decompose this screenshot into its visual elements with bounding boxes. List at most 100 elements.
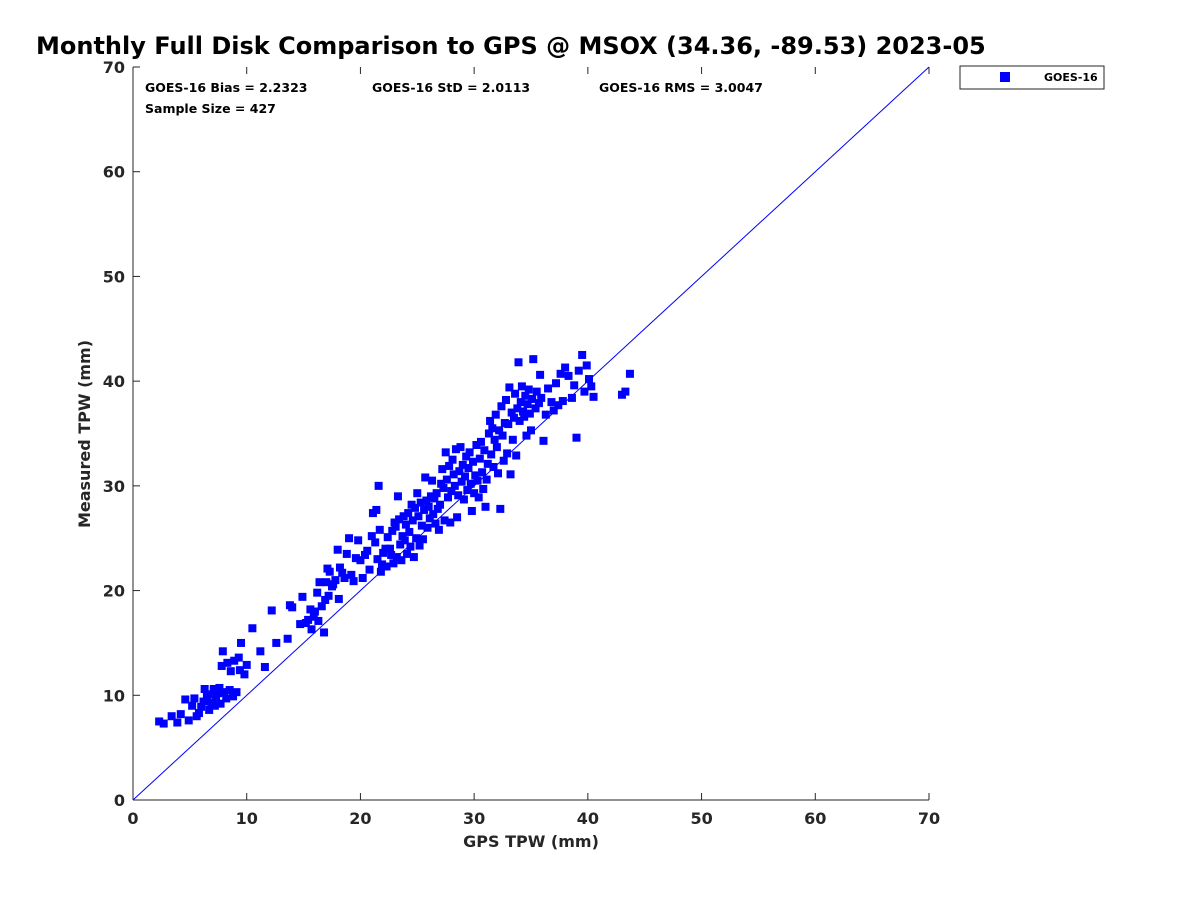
data-point xyxy=(480,446,489,455)
data-point xyxy=(561,363,570,372)
data-point xyxy=(511,389,520,398)
data-point xyxy=(237,638,246,647)
data-point xyxy=(408,516,417,525)
data-point xyxy=(321,595,330,604)
y-axis-label: Measured TPW (mm) xyxy=(75,340,94,528)
data-point xyxy=(208,690,217,699)
data-point xyxy=(356,556,365,565)
data-point xyxy=(409,553,418,562)
data-point xyxy=(456,443,465,452)
data-point xyxy=(333,545,342,554)
data-point xyxy=(471,471,480,480)
data-point xyxy=(322,578,331,587)
data-point xyxy=(399,512,408,521)
y-tick-label: 70 xyxy=(103,58,125,77)
data-point xyxy=(443,493,452,502)
data-point xyxy=(335,563,344,572)
data-point xyxy=(375,525,384,534)
data-point xyxy=(387,550,396,559)
data-point xyxy=(358,574,367,583)
data-point xyxy=(463,486,472,495)
data-point xyxy=(395,515,404,524)
data-point xyxy=(428,476,437,485)
data-point xyxy=(298,592,307,601)
data-point xyxy=(181,695,190,704)
data-point xyxy=(532,387,541,396)
legend-box xyxy=(959,65,1105,90)
data-point xyxy=(413,489,422,498)
data-point xyxy=(499,456,508,465)
data-point xyxy=(549,406,558,415)
data-point xyxy=(486,416,495,425)
data-point xyxy=(431,519,440,528)
data-point xyxy=(441,448,450,457)
data-point xyxy=(225,686,234,695)
data-point xyxy=(296,620,305,629)
x-tick-label: 10 xyxy=(236,809,258,828)
data-point xyxy=(567,393,576,402)
data-point xyxy=(325,567,334,576)
data-point xyxy=(459,495,468,504)
x-tick-label: 40 xyxy=(577,809,599,828)
data-point xyxy=(415,541,424,550)
data-point xyxy=(310,607,319,616)
data-point xyxy=(354,536,363,545)
data-point xyxy=(453,513,462,522)
data-point xyxy=(214,689,223,698)
data-point xyxy=(272,638,281,647)
data-point xyxy=(475,454,484,463)
data-point xyxy=(558,397,567,406)
data-point xyxy=(466,479,475,488)
data-point xyxy=(554,401,563,410)
y-axis-ticks: 0 10 20 30 40 50 60 70 xyxy=(103,58,140,810)
data-point xyxy=(544,384,553,393)
y-tick-label: 20 xyxy=(103,582,125,601)
data-point xyxy=(421,473,430,482)
data-point xyxy=(528,394,537,403)
data-point xyxy=(199,697,208,706)
data-point xyxy=(474,493,483,502)
data-point xyxy=(205,705,214,714)
data-point xyxy=(534,399,543,408)
data-point xyxy=(501,395,510,404)
data-point xyxy=(432,489,441,498)
data-point xyxy=(516,398,525,407)
data-point xyxy=(531,404,540,413)
data-point xyxy=(219,688,228,697)
data-point xyxy=(347,570,356,579)
data-point xyxy=(418,535,427,544)
data-point xyxy=(465,448,474,457)
bias-annotation: GOES-16 Bias = 2.2323 xyxy=(145,80,307,95)
data-point xyxy=(507,408,516,417)
data-point xyxy=(484,429,493,438)
data-point xyxy=(503,449,512,458)
data-point xyxy=(392,553,401,562)
y-tick-label: 60 xyxy=(103,163,125,182)
data-point xyxy=(388,526,397,535)
data-point xyxy=(504,420,513,429)
data-point xyxy=(197,702,206,711)
legend-label: GOES-16 xyxy=(1044,71,1098,84)
data-point xyxy=(481,502,490,511)
data-point xyxy=(527,426,535,435)
data-point xyxy=(467,506,476,515)
data-point xyxy=(217,661,226,670)
data-point xyxy=(215,683,224,692)
data-point xyxy=(509,413,518,422)
legend: GOES-16 xyxy=(959,65,1105,90)
data-point xyxy=(401,520,410,529)
data-point xyxy=(405,527,414,536)
data-point xyxy=(523,400,532,409)
data-point xyxy=(309,612,318,621)
data-point xyxy=(440,516,449,525)
data-point xyxy=(334,594,343,603)
data-point xyxy=(494,469,503,478)
data-point xyxy=(470,489,479,498)
data-point xyxy=(422,496,431,505)
data-point xyxy=(378,560,387,569)
data-point xyxy=(445,461,454,470)
data-point xyxy=(411,503,420,512)
data-point xyxy=(218,647,227,656)
x-tick-label: 50 xyxy=(690,809,712,828)
data-point xyxy=(536,370,545,379)
